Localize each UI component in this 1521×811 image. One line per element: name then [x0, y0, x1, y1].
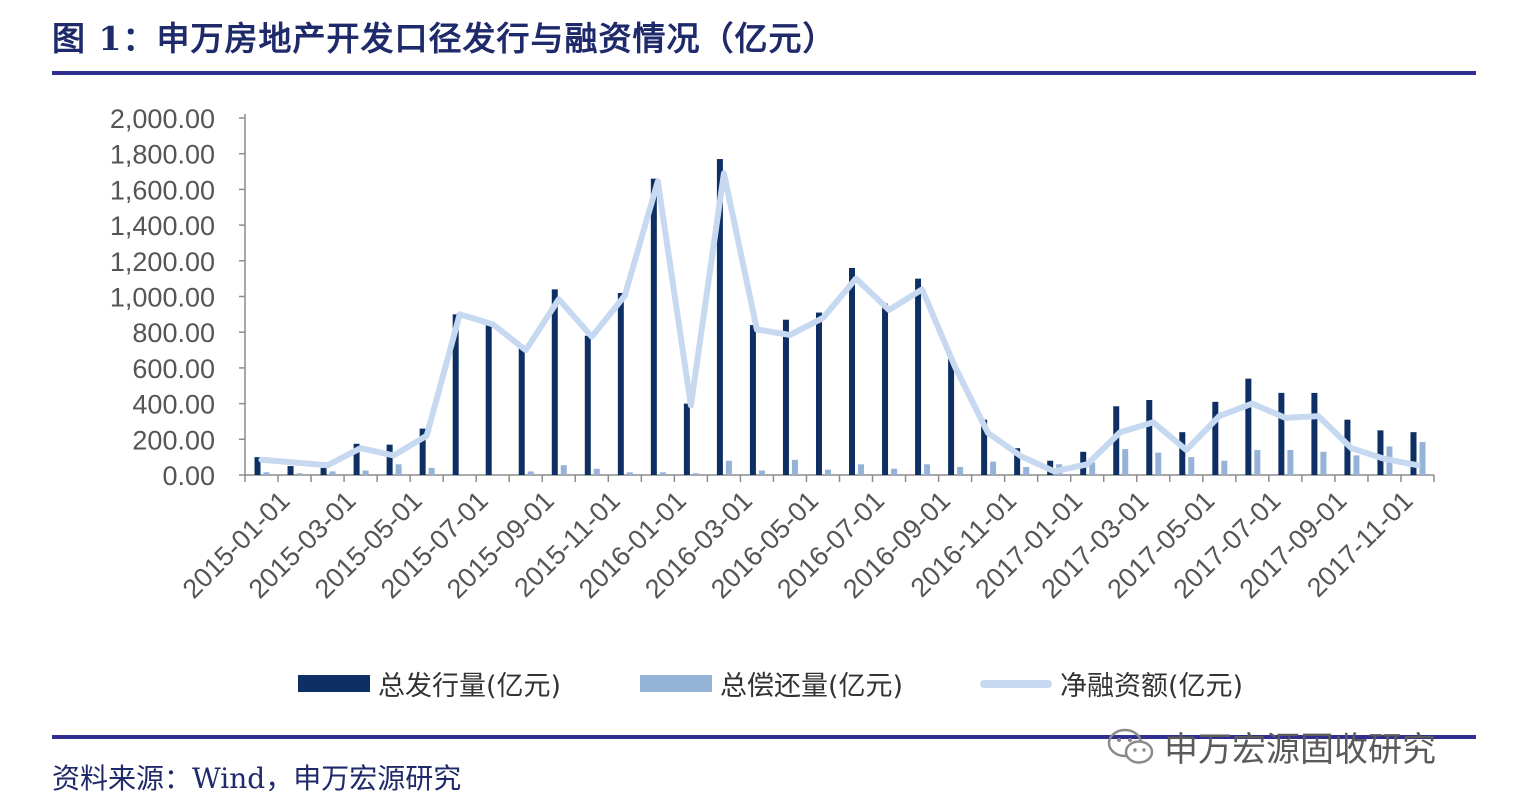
bar-total-issuance: [287, 466, 294, 475]
legend-label-net: 净融资额(亿元): [1060, 671, 1244, 702]
bar-total-issuance: [353, 443, 360, 475]
bar-total-repayment: [692, 473, 699, 475]
line-net-financing: [258, 170, 1421, 475]
bar-total-repayment: [560, 465, 567, 475]
y-tick-label: 400.00: [132, 390, 215, 420]
bar-total-repayment: [1122, 449, 1129, 475]
y-tick-label: 0.00: [162, 461, 215, 491]
bar-total-issuance: [683, 403, 690, 475]
bar-total-issuance: [1245, 378, 1252, 475]
bar-total-issuance: [882, 303, 889, 475]
bar-total-issuance: [815, 312, 822, 475]
bar-total-repayment: [924, 464, 931, 475]
watermark: 申万宏源固收研究: [1106, 722, 1436, 771]
legend-swatch-issue: [298, 675, 370, 692]
bar-total-issuance: [948, 358, 955, 475]
bar-total-repayment: [1089, 462, 1096, 475]
legend-label-repay: 总偿还量(亿元): [720, 671, 904, 702]
chart: 0.00 200.00 400.00 600.00 800.00 1,000.00 1,20…: [110, 104, 1435, 604]
bar-total-repayment: [957, 466, 964, 475]
bar-total-repayment: [626, 472, 633, 475]
bar-total-issuance: [485, 323, 492, 475]
bar-total-issuance: [1311, 392, 1318, 475]
bar-total-repayment: [494, 474, 501, 475]
bar-total-issuance: [452, 314, 459, 475]
bar-total-issuance: [617, 292, 624, 475]
bar-total-repayment: [990, 461, 997, 475]
watermark-text: 申万宏源固收研究: [1164, 730, 1436, 770]
bar-total-issuance: [1278, 392, 1285, 475]
legend-item-net: 净融资额(亿元): [980, 664, 1243, 703]
bar-total-repayment: [1419, 441, 1426, 475]
source-note: 资料来源：Wind，申万宏源研究: [52, 762, 462, 795]
bar-total-repayment: [395, 464, 402, 475]
bar-total-repayment: [1221, 460, 1228, 475]
bar-total-repayment: [725, 460, 732, 475]
bar-total-issuance: [1377, 430, 1384, 475]
bar-total-repayment: [659, 472, 666, 475]
bar-total-issuance: [849, 267, 856, 475]
bar-total-issuance: [254, 457, 261, 475]
bar-total-repayment: [1287, 450, 1294, 475]
bar-total-repayment: [1188, 457, 1195, 475]
bar-total-repayment: [362, 470, 369, 475]
legend-label-issue: 总发行量(亿元): [378, 671, 562, 702]
bar-total-issuance: [1179, 432, 1186, 475]
y-tick-label: 200.00: [132, 425, 215, 455]
bar-total-repayment: [593, 468, 600, 475]
bar-total-repayment: [428, 467, 435, 475]
bar-total-issuance: [782, 319, 789, 475]
bar-total-repayment: [1023, 466, 1030, 475]
bottom-rule: [52, 735, 1476, 739]
legend-swatch-repay: [640, 675, 712, 692]
bar-total-repayment: [858, 464, 865, 475]
y-tick-label: 800.00: [132, 318, 215, 348]
legend-item-repay: 总偿还量(亿元): [640, 664, 903, 703]
bar-total-repayment: [263, 472, 270, 475]
bar-total-issuance: [320, 467, 327, 475]
bar-total-issuance: [551, 289, 558, 475]
bar-total-issuance: [419, 428, 426, 475]
bar-total-repayment: [791, 459, 798, 475]
bar-total-repayment: [824, 469, 831, 475]
bar-total-issuance: [716, 159, 723, 475]
bar-total-repayment: [1320, 451, 1327, 475]
wechat-icon: [1107, 728, 1154, 764]
top-rule: [52, 71, 1476, 75]
chart-legend: 总发行量(亿元) 总偿还量(亿元) 净融资额(亿元): [0, 664, 1521, 708]
bar-total-issuance: [981, 419, 988, 475]
bar-total-issuance: [584, 335, 591, 475]
bar-total-repayment: [1254, 450, 1261, 475]
bar-total-issuance: [1146, 400, 1153, 475]
bar-total-repayment: [296, 473, 303, 475]
bar-total-issuance: [518, 346, 525, 475]
y-tick-label: 2,000.00: [110, 104, 215, 134]
bar-total-repayment: [758, 470, 765, 475]
y-tick-label: 1,600.00: [110, 175, 215, 205]
bar-total-issuance: [1113, 406, 1120, 475]
y-tick-label: 600.00: [132, 354, 215, 384]
bar-total-issuance: [1212, 401, 1219, 475]
bar-total-issuance: [749, 325, 756, 475]
legend-item-issue: 总发行量(亿元): [298, 664, 561, 703]
bar-total-repayment: [1353, 455, 1360, 475]
y-tick-label: 1,400.00: [110, 211, 215, 241]
bar-total-repayment: [891, 468, 898, 475]
bar-total-repayment: [329, 471, 336, 475]
bar-total-repayment: [527, 471, 534, 475]
bar-total-issuance: [1410, 432, 1417, 475]
figure-title: 图 1：申万房地产开发口径发行与融资情况（亿元）: [52, 19, 837, 58]
y-tick-label: 1,000.00: [110, 283, 215, 313]
bar-total-repayment: [461, 474, 468, 475]
y-tick-label: 1,200.00: [110, 247, 215, 277]
bar-total-issuance: [386, 444, 393, 475]
legend-swatch-net: [980, 679, 1052, 688]
bar-total-issuance: [650, 178, 657, 475]
bar-total-issuance: [915, 278, 922, 475]
bar-total-issuance: [1014, 448, 1021, 475]
y-tick-label: 1,800.00: [110, 140, 215, 170]
bar-total-repayment: [1155, 452, 1162, 475]
